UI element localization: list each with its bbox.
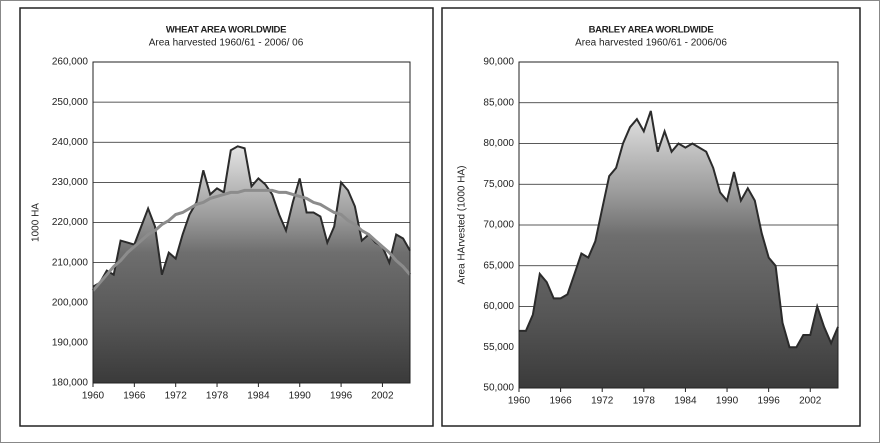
y-tick-label: 190,000 (52, 338, 89, 349)
y-tick-label: 85,000 (483, 97, 514, 108)
area (93, 146, 410, 383)
x-tick-label: 1960 (82, 391, 105, 402)
x-tick-label: 1978 (633, 396, 656, 407)
y-tick-label: 70,000 (483, 220, 514, 231)
area-outline (519, 110, 839, 349)
chart-title: WHEAT AREA WORLDWIDE (166, 25, 286, 36)
y-tick-label: 210,000 (52, 257, 89, 268)
y-tick-label: 200,000 (52, 297, 89, 308)
x-tick-label: 2002 (371, 391, 394, 402)
x-tick-label: 1984 (247, 391, 270, 402)
area-outline (92, 145, 411, 288)
chart-subtitle: Area harvested 1960/61 - 2006/06 (575, 38, 727, 49)
x-tick-label: 1990 (289, 391, 312, 402)
x-tick-label: 1996 (330, 391, 353, 402)
y-tick-label: 60,000 (483, 301, 514, 312)
y-tick-label: 55,000 (483, 342, 514, 353)
y-tick-label: 65,000 (483, 260, 514, 271)
area (519, 110, 838, 389)
y-tick-label: 75,000 (483, 179, 514, 190)
plot-area (92, 61, 411, 384)
y-tick-label: 220,000 (52, 217, 89, 228)
y-tick-label: 250,000 (52, 97, 89, 108)
plot-area (518, 61, 839, 389)
x-tick-label: 1990 (716, 396, 739, 407)
chart-subtitle: Area harvested 1960/61 - 2006/ 06 (149, 38, 304, 49)
y-tick-label: 180,000 (52, 378, 89, 389)
x-tick-label: 2002 (799, 396, 822, 407)
y-tick-label: 260,000 (52, 57, 89, 68)
y-tick-label: 240,000 (52, 137, 89, 148)
y-axis-label: 1000 HA (31, 203, 42, 242)
x-tick-label: 1996 (758, 396, 781, 407)
y-tick-label: 230,000 (52, 177, 89, 188)
trend-line (91, 188, 412, 292)
x-tick-label: 1960 (508, 396, 531, 407)
y-tick-label: 50,000 (483, 383, 514, 394)
y-axis-label: Area HArvested (1000 HA) (457, 166, 468, 285)
x-tick-label: 1966 (549, 396, 572, 407)
x-tick-label: 1972 (591, 396, 614, 407)
x-tick-label: 1972 (165, 391, 188, 402)
y-tick-label: 90,000 (483, 57, 514, 68)
chart-title: BARLEY AREA WORLDWIDE (589, 25, 714, 36)
x-tick-label: 1966 (123, 391, 146, 402)
x-tick-label: 1984 (674, 396, 697, 407)
x-tick-label: 1978 (206, 391, 229, 402)
y-tick-label: 80,000 (483, 138, 514, 149)
